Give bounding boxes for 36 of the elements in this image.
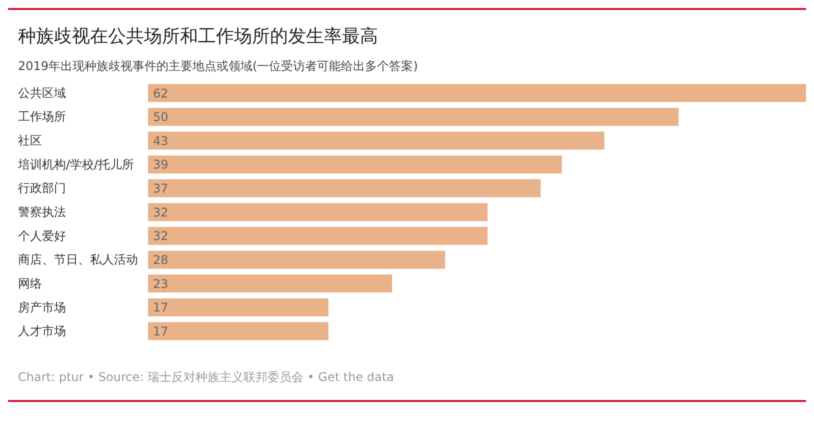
chart-title: 种族歧视在公共场所和工作场所的发生率最高 (18, 25, 379, 48)
y-tick-label: 网络 (18, 276, 42, 290)
y-tick-label: 个人爱好 (18, 228, 66, 243)
bar (148, 108, 679, 126)
data-label: 37 (153, 182, 168, 196)
bar (148, 274, 392, 293)
y-tick-label: 社区 (18, 134, 42, 148)
data-label: 32 (153, 229, 168, 244)
bar (148, 203, 488, 222)
bar (148, 179, 541, 198)
text: Chart: ptur • Source: 瑞士反对种族主义联邦委员会 • Get the data (18, 369, 395, 386)
data-label: 39 (153, 158, 168, 172)
bar (148, 298, 328, 316)
chart-subtitle: 2019年出现种族歧视事件的主要地点或领域(一位受访者可能给出多个答案) (18, 58, 419, 75)
data-label: 43 (153, 134, 168, 148)
y-tick-label: 公共区域 (18, 86, 66, 100)
bar (148, 322, 328, 340)
data-label: 32 (153, 205, 168, 220)
y-tick-label: 培训机构/学校/托儿所 (17, 157, 134, 172)
data-label: 23 (153, 276, 168, 291)
data-label: 17 (153, 300, 168, 315)
y-tick-label: 工作场所 (18, 110, 66, 124)
y-tick-label: 商店、节日、私人活动 (18, 252, 138, 267)
y-tick-label: 人才市场 (18, 324, 66, 338)
bar (148, 226, 488, 245)
bar (148, 84, 806, 102)
bar (148, 155, 562, 174)
bar (148, 132, 604, 150)
y-tick-label: 行政部门 (18, 181, 66, 196)
data-label: 50 (153, 110, 168, 124)
data-label: 28 (153, 252, 168, 267)
y-tick-label: 房产市场 (18, 300, 66, 314)
y-tick-label: 警察执法 (18, 205, 66, 219)
data-label: 62 (153, 86, 168, 100)
bar (148, 250, 446, 269)
data-label: 17 (153, 324, 168, 338)
